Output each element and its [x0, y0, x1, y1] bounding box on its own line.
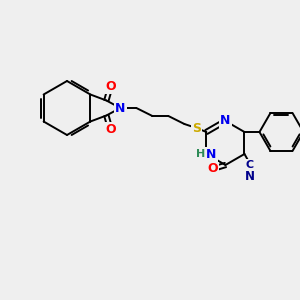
Text: N: N: [206, 148, 217, 160]
Text: C: C: [245, 160, 253, 170]
Text: N: N: [244, 169, 254, 182]
Text: O: O: [105, 80, 116, 93]
Text: S: S: [192, 122, 201, 134]
Text: N: N: [220, 115, 231, 128]
Text: N: N: [115, 101, 126, 115]
Text: O: O: [105, 123, 116, 136]
Text: H: H: [196, 149, 205, 159]
Text: O: O: [207, 163, 218, 176]
